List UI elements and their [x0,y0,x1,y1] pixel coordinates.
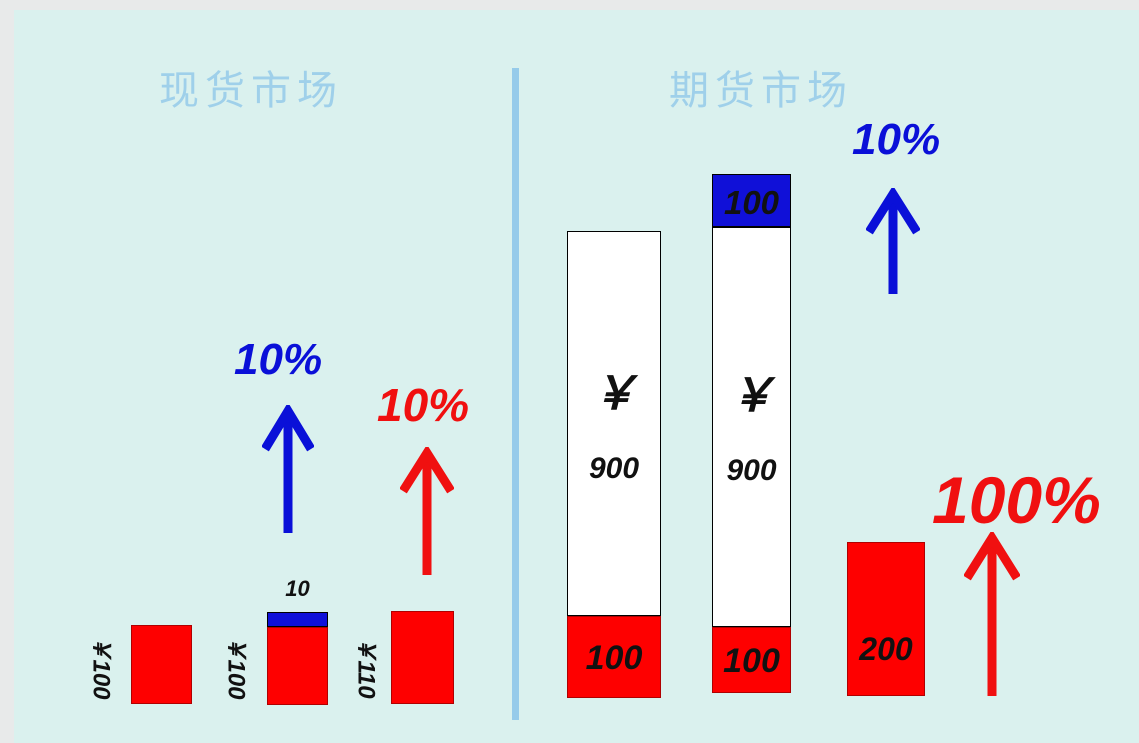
spot-red-up-arrow-icon [400,447,454,575]
futures-blue-up-arrow-icon [866,188,920,294]
futures-bar2-value: 900 [726,454,777,487]
futures-bar1-margin-box: ￥ 900 [567,231,661,616]
spot-bar1 [131,625,192,704]
futures-bar3-value: 200 [859,631,913,667]
diagram-canvas: 现货市场 期货市场 10% 10% ￥100 ￥100 10 ￥110 ￥ 90… [14,10,1139,743]
spot-bar2-label: ￥100 [222,635,250,700]
futures-red-up-arrow-icon [964,532,1020,696]
futures-market-heading: 期货市场 [669,68,853,114]
spot-blue-up-arrow-icon [262,405,314,533]
spot-blue-percent: 10% [234,335,323,384]
spot-bar2-gain-segment [267,612,328,627]
futures-bar2-base: 100 [712,627,791,693]
futures-bar2-gain-segment: 100 [712,174,791,227]
futures-bar2-base-value: 100 [723,642,780,680]
futures-bar2-margin-box: ￥ 900 [712,227,791,627]
futures-bar1-value: 900 [588,452,640,485]
spot-bar3-label: ￥110 [352,636,380,699]
spot-red-percent: 10% [377,379,470,431]
futures-red-percent: 100% [932,463,1101,537]
futures-bar1-base-value: 100 [585,639,643,677]
spot-bar2-top-value: 10 [285,576,310,601]
futures-bar2-top-value: 100 [723,184,780,221]
spot-bar1-label: ￥100 [87,635,115,700]
spot-bar2 [267,627,328,705]
spot-market-heading: 现货市场 [159,68,343,114]
futures-bar1-yen: ￥ [591,367,637,419]
futures-blue-percent: 10% [852,115,941,164]
market-divider [512,68,519,720]
futures-bar2-yen: ￥ [728,369,775,421]
spot-bar3 [391,611,454,704]
futures-bar1-base: 100 [567,616,661,698]
futures-bar3: 200 [847,542,925,696]
